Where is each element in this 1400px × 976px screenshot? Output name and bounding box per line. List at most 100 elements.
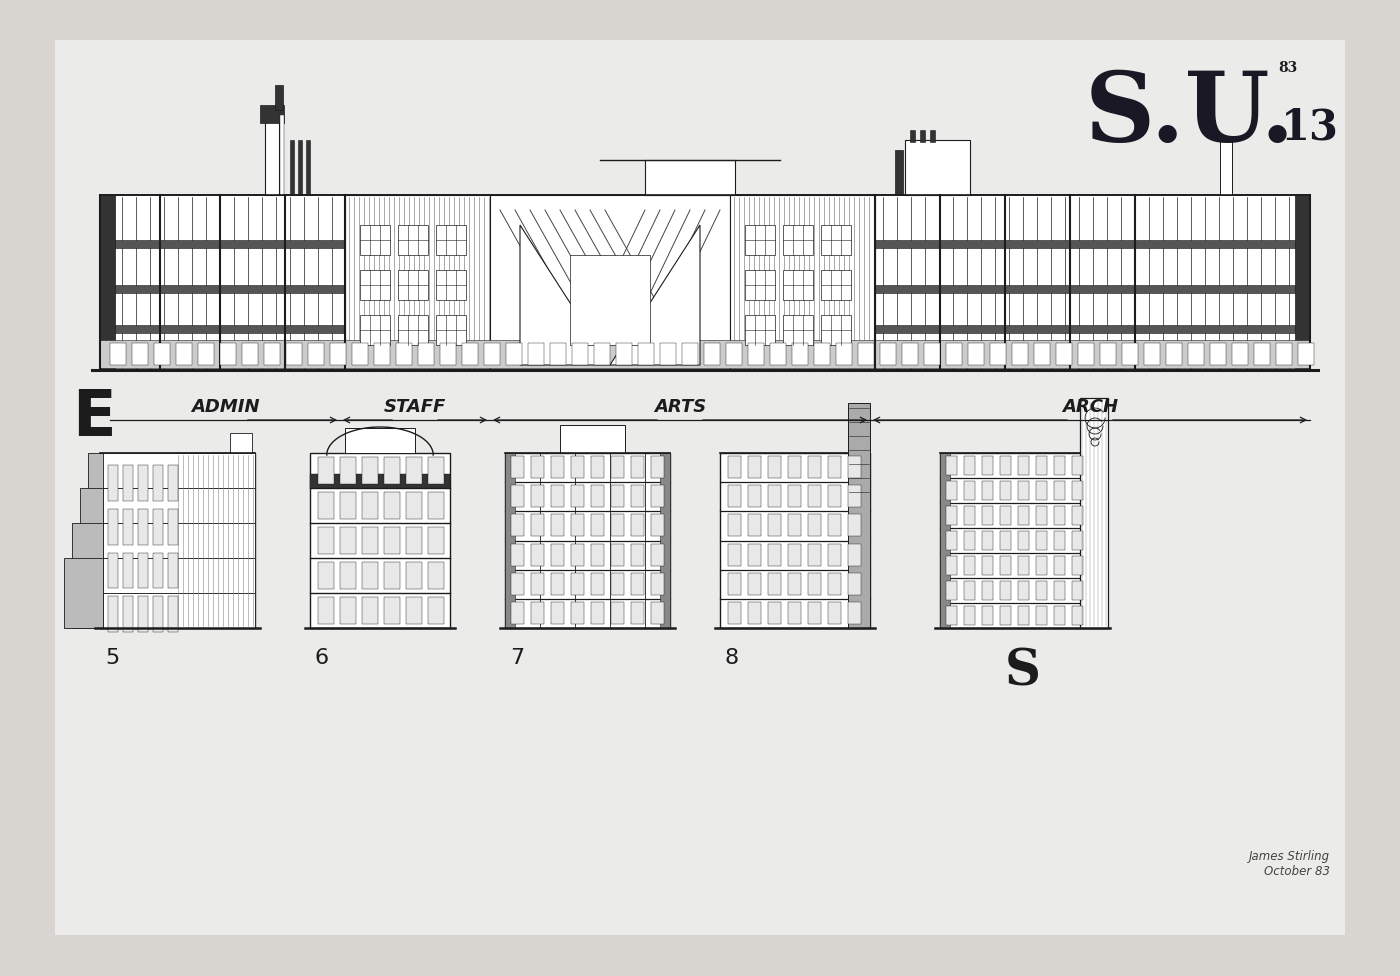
Bar (99, 523, 255, 558)
Bar (946, 481, 958, 500)
Bar (875, 325, 1310, 333)
Bar (552, 602, 564, 624)
Bar (398, 225, 428, 255)
Bar (1072, 556, 1084, 575)
Bar (1275, 343, 1292, 365)
Bar (511, 485, 524, 508)
Bar (848, 485, 861, 508)
Bar (309, 474, 449, 488)
Bar (1054, 581, 1065, 600)
Bar (318, 527, 335, 554)
Bar (528, 343, 545, 365)
Text: ARCH: ARCH (1063, 398, 1119, 416)
Bar (242, 343, 258, 365)
Bar (1036, 606, 1047, 625)
Bar (1036, 456, 1047, 475)
Bar (1000, 531, 1011, 550)
Bar (1018, 481, 1029, 500)
Bar (396, 343, 412, 365)
Bar (748, 602, 762, 624)
Bar (1072, 456, 1084, 475)
Bar (406, 492, 421, 519)
Bar (123, 508, 133, 545)
Bar (939, 453, 1105, 628)
Bar (769, 514, 781, 537)
Bar (531, 573, 545, 594)
Bar (965, 506, 974, 525)
Bar (967, 343, 984, 365)
Bar (490, 195, 729, 370)
Bar (230, 433, 252, 453)
Bar (728, 456, 741, 478)
Bar (571, 456, 584, 478)
Bar (827, 514, 841, 537)
Bar (769, 602, 781, 624)
Bar (808, 544, 820, 566)
Bar (123, 552, 133, 589)
Bar (808, 602, 820, 624)
Bar (1144, 343, 1161, 365)
Bar (552, 485, 564, 508)
Text: 5: 5 (105, 648, 119, 668)
Bar (848, 573, 861, 594)
Bar (1036, 506, 1047, 525)
Bar (318, 562, 335, 589)
Bar (836, 343, 853, 365)
Bar (1166, 343, 1182, 365)
Text: ARTS: ARTS (654, 398, 706, 416)
Bar (99, 195, 115, 370)
Bar (770, 343, 785, 365)
Bar (808, 514, 820, 537)
Bar (1054, 456, 1065, 475)
Bar (406, 562, 421, 589)
Bar (645, 160, 735, 195)
Bar (946, 456, 958, 475)
Bar (769, 544, 781, 566)
Text: ADMIN: ADMIN (190, 398, 259, 416)
Bar (505, 343, 522, 365)
Bar (827, 573, 841, 594)
Bar (511, 544, 524, 566)
Bar (904, 140, 970, 195)
Bar (591, 602, 603, 624)
Bar (1189, 343, 1204, 365)
Bar (788, 485, 801, 508)
Bar (788, 514, 801, 537)
Bar (651, 573, 664, 594)
Bar (428, 492, 444, 519)
Bar (88, 453, 104, 628)
Bar (827, 602, 841, 624)
Bar (1298, 343, 1315, 365)
Bar (111, 343, 126, 365)
Bar (99, 240, 344, 248)
Bar (910, 130, 916, 142)
Bar (505, 453, 515, 628)
Bar (981, 506, 993, 525)
Bar (318, 597, 335, 624)
Bar (552, 544, 564, 566)
Bar (511, 514, 524, 537)
Bar (895, 150, 903, 195)
Bar (280, 115, 284, 195)
Bar (139, 552, 148, 589)
Bar (168, 552, 178, 589)
Bar (1072, 581, 1084, 600)
Bar (99, 285, 344, 293)
Bar (308, 343, 323, 365)
Bar (1054, 606, 1065, 625)
Bar (659, 343, 676, 365)
Bar (1079, 398, 1107, 628)
Bar (571, 544, 584, 566)
Bar (930, 130, 935, 142)
Bar (552, 456, 564, 478)
Bar (154, 343, 169, 365)
Bar (318, 492, 335, 519)
Bar (139, 596, 148, 632)
Bar (153, 465, 162, 501)
Bar (384, 597, 400, 624)
Bar (153, 552, 162, 589)
Bar (827, 544, 841, 566)
Bar (168, 465, 178, 501)
Bar (511, 456, 524, 478)
Bar (340, 562, 356, 589)
